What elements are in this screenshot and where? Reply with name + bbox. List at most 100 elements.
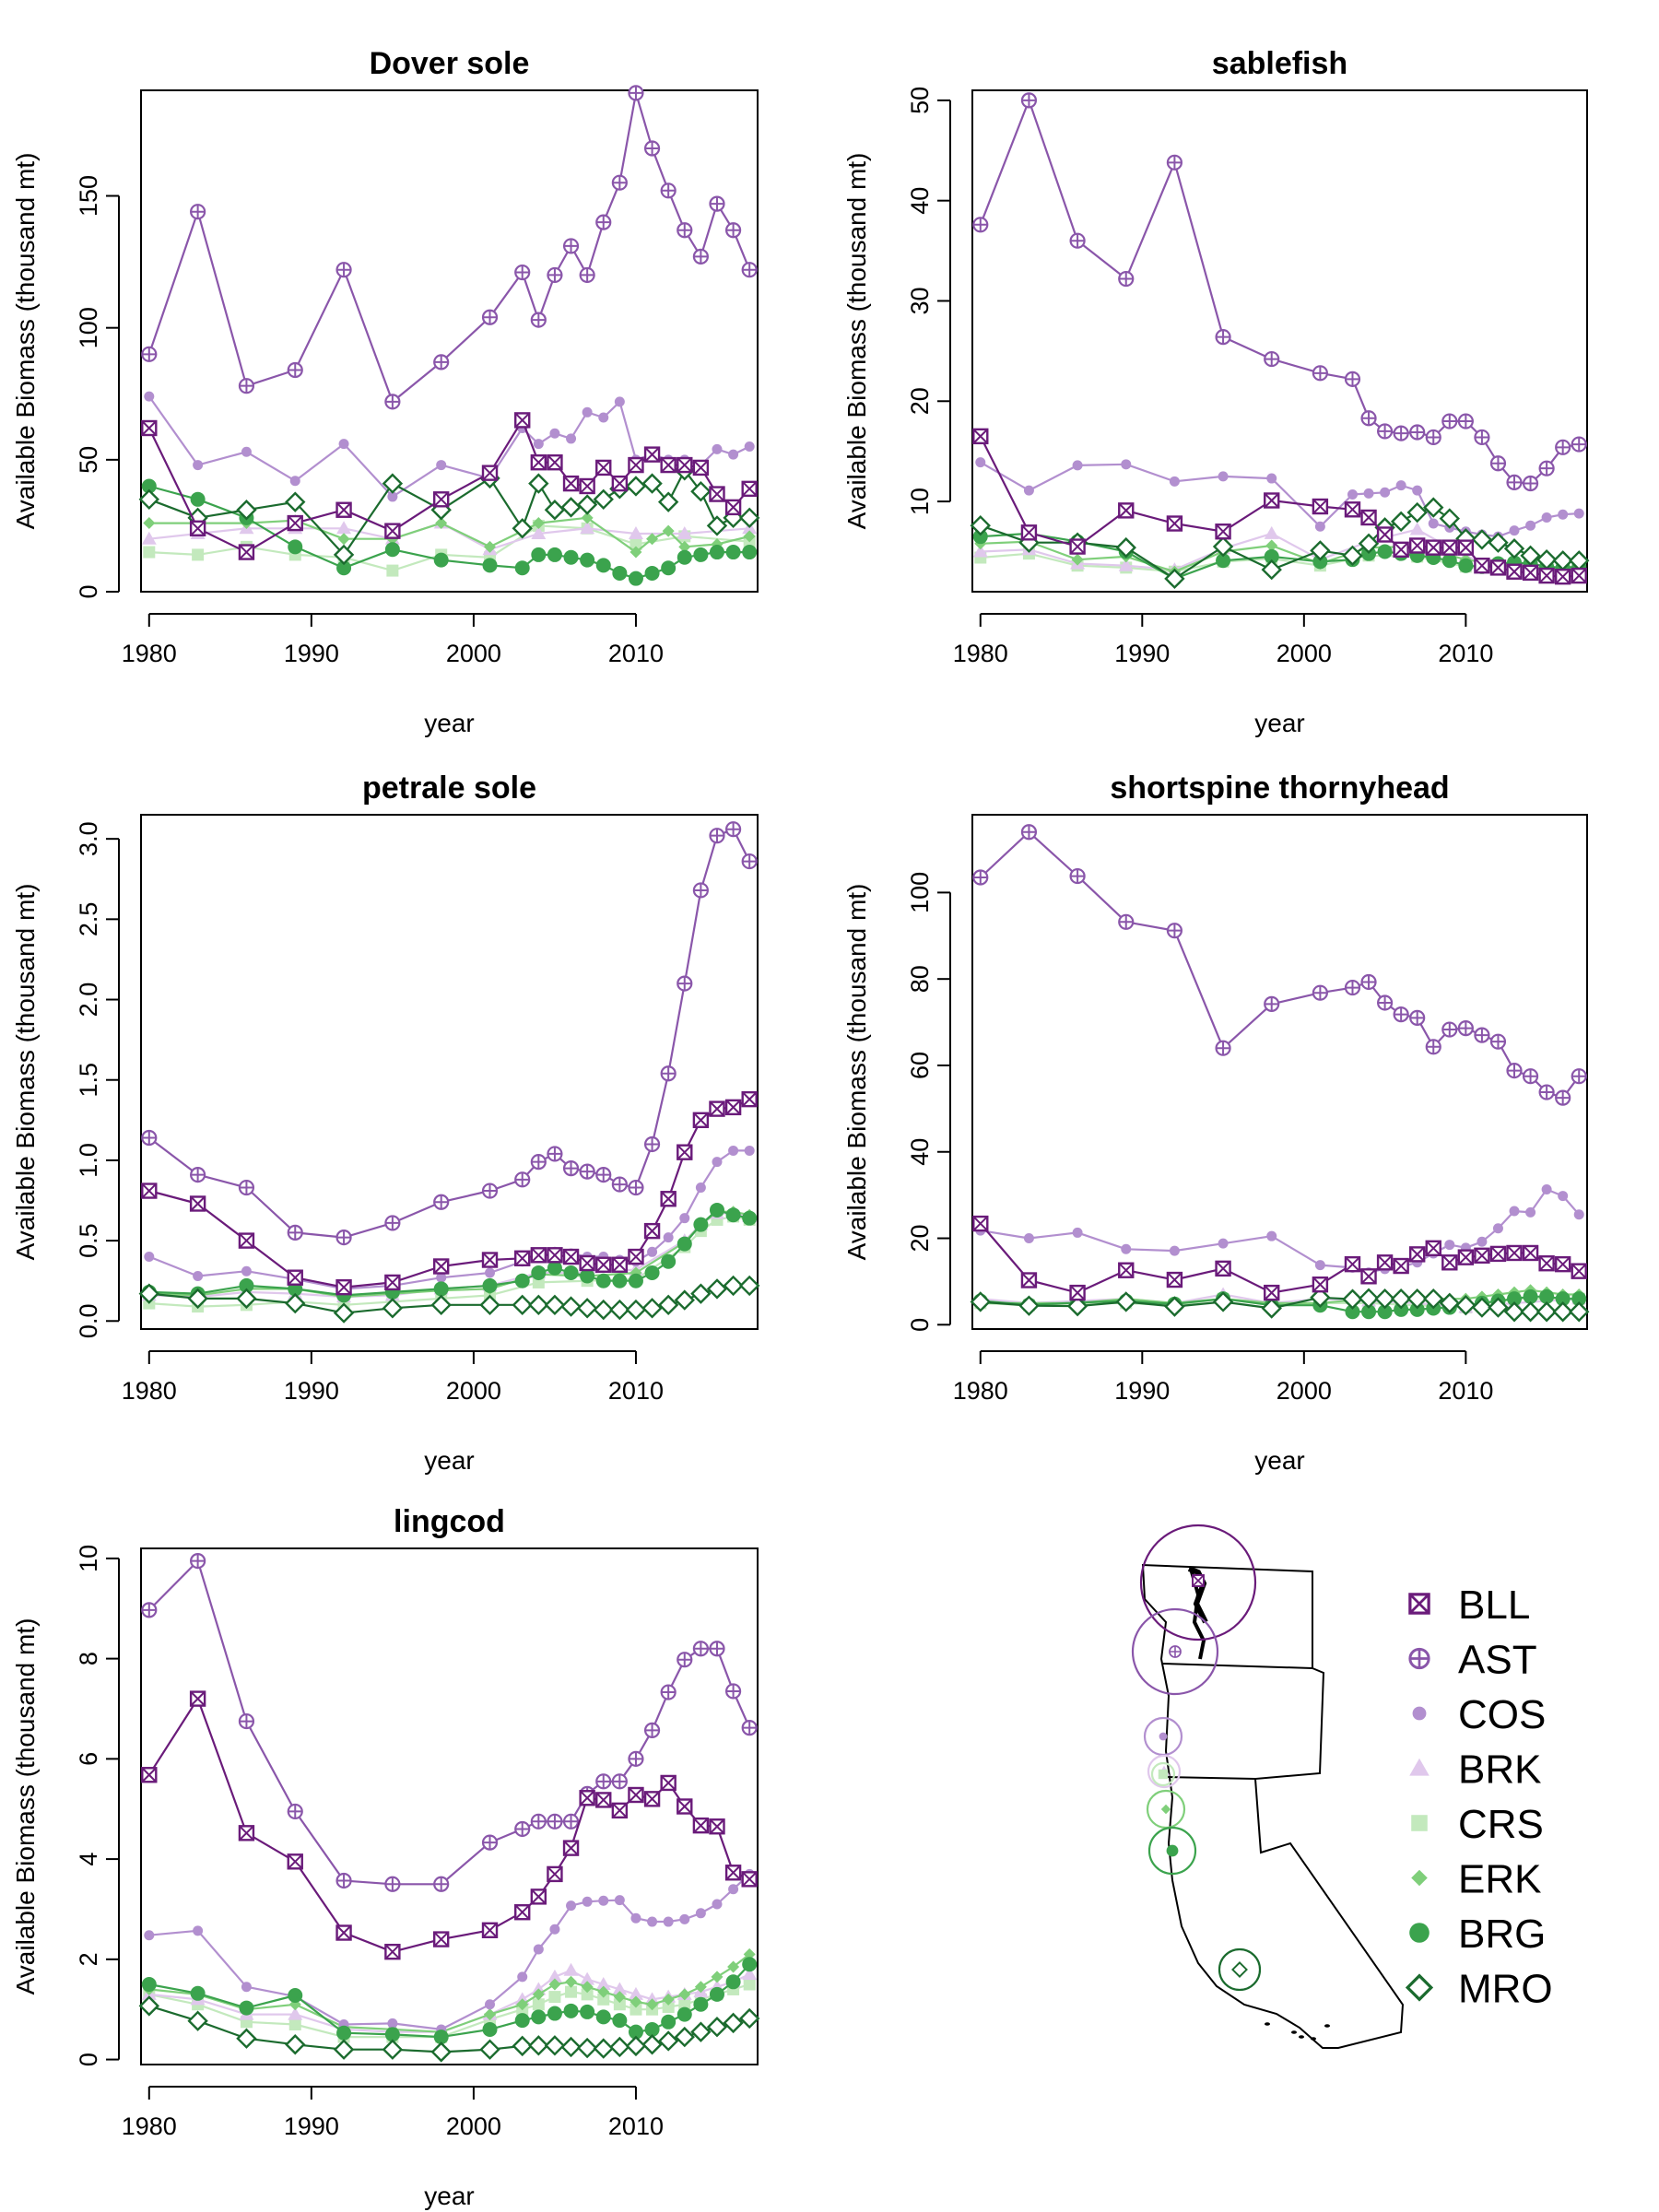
- data-point: [287, 1803, 303, 1820]
- data-point: [625, 2035, 647, 2057]
- data-point: [238, 1179, 255, 1196]
- data-point: [287, 361, 303, 379]
- data-point: [1573, 508, 1584, 519]
- data-point: [528, 473, 549, 494]
- series-mro: [138, 1275, 760, 1324]
- data-point: [1265, 539, 1278, 552]
- data-point: [1571, 567, 1587, 584]
- data-point: [1425, 1039, 1441, 1055]
- data-point: [432, 491, 450, 508]
- data-point: [382, 473, 404, 494]
- data-point: [1571, 1263, 1587, 1279]
- data-point: [1573, 1209, 1584, 1220]
- series-line: [147, 91, 751, 403]
- data-point: [662, 524, 675, 537]
- data-point: [433, 1281, 449, 1297]
- data-point: [335, 262, 352, 278]
- data-point: [706, 1278, 728, 1300]
- data-point: [1164, 568, 1185, 590]
- data-point: [738, 507, 760, 529]
- y-tick-label: 0: [906, 1318, 934, 1332]
- data-point: [482, 1277, 498, 1293]
- data-point: [141, 531, 157, 545]
- data-point: [972, 428, 989, 445]
- data-point: [187, 1288, 208, 1310]
- data-point: [530, 312, 547, 328]
- data-point: [1264, 492, 1280, 509]
- data-point: [741, 853, 758, 870]
- data-point: [336, 560, 352, 576]
- data-point: [1488, 532, 1509, 553]
- data-point: [1360, 973, 1377, 991]
- legend-marker: [1412, 1706, 1427, 1721]
- data-point: [644, 2021, 660, 2037]
- data-point: [643, 1791, 661, 1807]
- data-point: [657, 491, 679, 512]
- data-point: [544, 1294, 566, 1316]
- y-axis-label: Available Biomass (thousand mt): [842, 153, 871, 530]
- data-point: [677, 526, 692, 540]
- data-point: [595, 214, 612, 230]
- data-point: [593, 488, 614, 510]
- data-point: [1525, 520, 1536, 531]
- data-point: [1218, 471, 1229, 482]
- channel-island: [1299, 2035, 1304, 2039]
- data-point: [335, 1924, 352, 1941]
- data-point: [1569, 1301, 1590, 1323]
- data-point: [580, 1971, 595, 1985]
- data-point: [1374, 1288, 1395, 1310]
- data-point: [581, 1981, 594, 1994]
- data-point: [562, 1160, 580, 1177]
- y-tick-label: 10: [906, 488, 934, 515]
- data-point: [1441, 1021, 1458, 1038]
- series-ast: [141, 1552, 758, 1892]
- port-marker-mro: [1231, 1961, 1248, 1978]
- data-point: [643, 1222, 661, 1240]
- data-point: [189, 1690, 206, 1707]
- data-point: [628, 85, 644, 101]
- data-point: [1118, 270, 1135, 288]
- data-point: [236, 1288, 257, 1310]
- data-point: [430, 1294, 452, 1316]
- data-point: [1069, 1284, 1086, 1301]
- data-point: [481, 1834, 499, 1851]
- data-point: [479, 2039, 500, 2060]
- data-point: [1489, 559, 1507, 576]
- data-point: [566, 433, 577, 444]
- data-point: [709, 1986, 724, 2002]
- data-point: [595, 1166, 612, 1183]
- data-point: [690, 481, 712, 502]
- data-point: [612, 2013, 628, 2029]
- data-point: [1558, 1191, 1569, 1202]
- data-point: [742, 545, 758, 560]
- y-tick-label: 40: [906, 1138, 934, 1166]
- data-point: [433, 1194, 450, 1210]
- data-point: [709, 1641, 725, 1657]
- data-point: [743, 530, 756, 543]
- data-point: [1212, 1291, 1234, 1312]
- chart-title: sablefish: [1212, 46, 1347, 81]
- data-point: [706, 515, 728, 536]
- data-point: [532, 1998, 545, 2011]
- data-point: [1390, 511, 1412, 533]
- data-point: [1439, 508, 1460, 529]
- data-point: [1503, 538, 1525, 559]
- data-point: [629, 2003, 642, 2016]
- data-point: [677, 1798, 693, 1815]
- data-point: [1261, 559, 1282, 581]
- port-marker-bll: [1192, 1574, 1205, 1587]
- data-point: [738, 1275, 760, 1297]
- data-point: [1312, 1277, 1329, 1293]
- data-point: [677, 1652, 693, 1668]
- data-point: [482, 2021, 498, 2037]
- legend-marker: [1409, 1758, 1430, 1776]
- data-point: [576, 2037, 598, 2059]
- y-tick-label: 60: [906, 1052, 934, 1079]
- data-point: [581, 512, 594, 524]
- data-point: [1376, 1254, 1394, 1271]
- data-point: [1406, 501, 1428, 524]
- legend-label: BRK: [1458, 1747, 1541, 1793]
- chart-title: shortspine thornyhead: [1110, 771, 1449, 806]
- data-point: [1471, 1297, 1493, 1318]
- data-point: [724, 1099, 742, 1116]
